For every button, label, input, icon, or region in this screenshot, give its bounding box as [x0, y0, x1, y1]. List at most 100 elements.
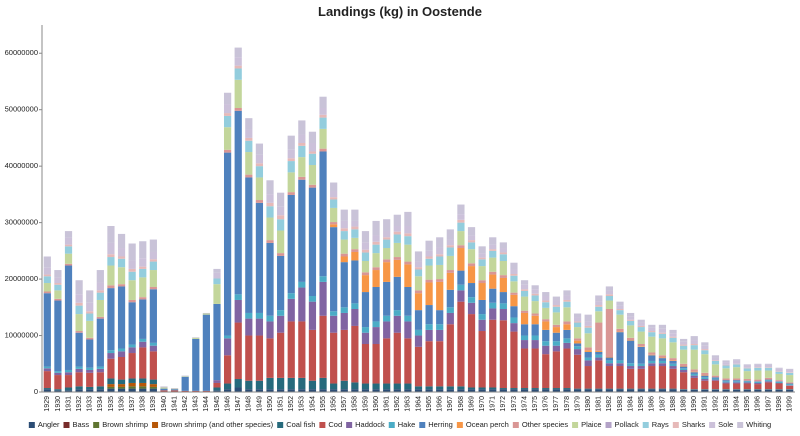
bar-segment	[107, 386, 115, 389]
bar-segment	[107, 242, 115, 255]
bar-segment	[372, 327, 380, 345]
bar-segment	[192, 337, 200, 339]
bar-segment	[457, 219, 465, 223]
x-tick-label: 1941	[171, 396, 178, 412]
bar-segment	[340, 220, 348, 229]
bar-segment	[425, 389, 433, 392]
bar-segment	[425, 324, 433, 330]
bar-segment	[277, 315, 285, 333]
bar-segment	[245, 174, 253, 178]
legend-swatch	[388, 422, 395, 428]
x-tick-label: 1995	[744, 396, 751, 412]
bar-segment	[733, 389, 741, 392]
bar-segment	[298, 287, 306, 322]
bar-segment	[669, 342, 677, 359]
bar-segment	[722, 383, 730, 390]
bar-segment	[786, 385, 794, 390]
bar-segment	[43, 256, 51, 268]
bar-segment	[542, 321, 550, 330]
bar-segment	[584, 350, 592, 352]
bar-segment	[361, 275, 370, 293]
bar-segment	[722, 389, 730, 392]
bar-segment	[616, 388, 624, 390]
bar-segment	[627, 368, 635, 389]
legend-swatch	[456, 422, 463, 428]
bar-segment	[457, 386, 465, 390]
bar-segment	[627, 316, 635, 320]
bar-segment	[478, 299, 486, 315]
y-tick-label: 60000000	[5, 48, 38, 57]
bar-segment	[43, 291, 51, 294]
bar-segment	[658, 338, 667, 356]
legend-swatch	[642, 422, 649, 428]
bar-segment	[372, 241, 380, 245]
bar-segment	[213, 284, 221, 304]
bar-segment	[754, 382, 762, 385]
bar-segment	[658, 363, 667, 367]
bar-segment	[595, 351, 603, 355]
bar-segment	[308, 296, 317, 302]
bar-segment	[96, 389, 104, 392]
bar-segment	[75, 389, 83, 392]
bar-segment	[436, 254, 444, 257]
bar-segment	[754, 389, 762, 392]
bar-segment	[563, 301, 571, 308]
bar-segment	[139, 268, 147, 278]
bar-segment	[361, 383, 370, 390]
bar-segment	[117, 284, 126, 287]
bar-segment	[510, 331, 518, 389]
legend-swatch	[605, 422, 612, 428]
bar-segment	[149, 386, 157, 389]
bar-segment	[669, 366, 677, 369]
y-tick-label: 10000000	[5, 331, 38, 340]
bar-segment	[467, 297, 476, 303]
bar-segment	[520, 388, 529, 390]
bar-segment	[648, 355, 656, 361]
bar-segment	[563, 388, 571, 390]
bar-segment	[414, 261, 423, 268]
legend-label: Bass	[73, 420, 90, 429]
bar-segment	[520, 324, 529, 336]
bar-segment	[372, 220, 380, 236]
bar-segment	[722, 378, 730, 381]
bar-segment	[520, 296, 529, 311]
bar-segment	[637, 346, 645, 364]
bar-segment	[43, 371, 51, 389]
x-tick-label: 1937	[129, 396, 136, 412]
bar-segment	[701, 345, 709, 350]
bar-segment	[330, 332, 338, 384]
bar-segment	[573, 346, 582, 350]
bar-segment	[107, 254, 115, 258]
bar-segment	[489, 389, 497, 392]
bar-segment	[531, 340, 539, 349]
bar-segment	[202, 390, 210, 392]
bar-segment	[733, 382, 741, 384]
bar-segment	[149, 342, 157, 346]
x-tick-label: 1936	[118, 396, 125, 412]
bar-segment	[499, 320, 507, 389]
legend-label: Sole	[718, 420, 733, 429]
bar-segment	[107, 285, 115, 289]
bar-segment	[404, 389, 412, 392]
bar-segment	[117, 356, 126, 380]
bar-segment	[404, 321, 412, 339]
bar-segment	[658, 328, 667, 333]
bar-segment	[690, 349, 698, 370]
bar-segment	[520, 289, 529, 291]
x-tick-label: 1989	[680, 396, 687, 412]
bar-segment	[680, 372, 688, 390]
bar-segment	[786, 382, 794, 384]
x-tick-label: 1993	[723, 396, 730, 412]
bar-segment	[404, 233, 412, 237]
x-tick-label: 1999	[787, 396, 794, 412]
bar-segment	[54, 372, 62, 376]
bar-segment	[531, 293, 539, 296]
chart-title: Landings (kg) in Oostende	[318, 4, 482, 19]
bar-segment	[786, 389, 794, 390]
bar-segment	[149, 261, 157, 271]
bar-segment	[330, 207, 338, 223]
bar-segment	[754, 367, 762, 371]
bar-segment	[266, 202, 274, 207]
bar-segment	[701, 342, 709, 346]
bar-segment	[467, 249, 476, 264]
